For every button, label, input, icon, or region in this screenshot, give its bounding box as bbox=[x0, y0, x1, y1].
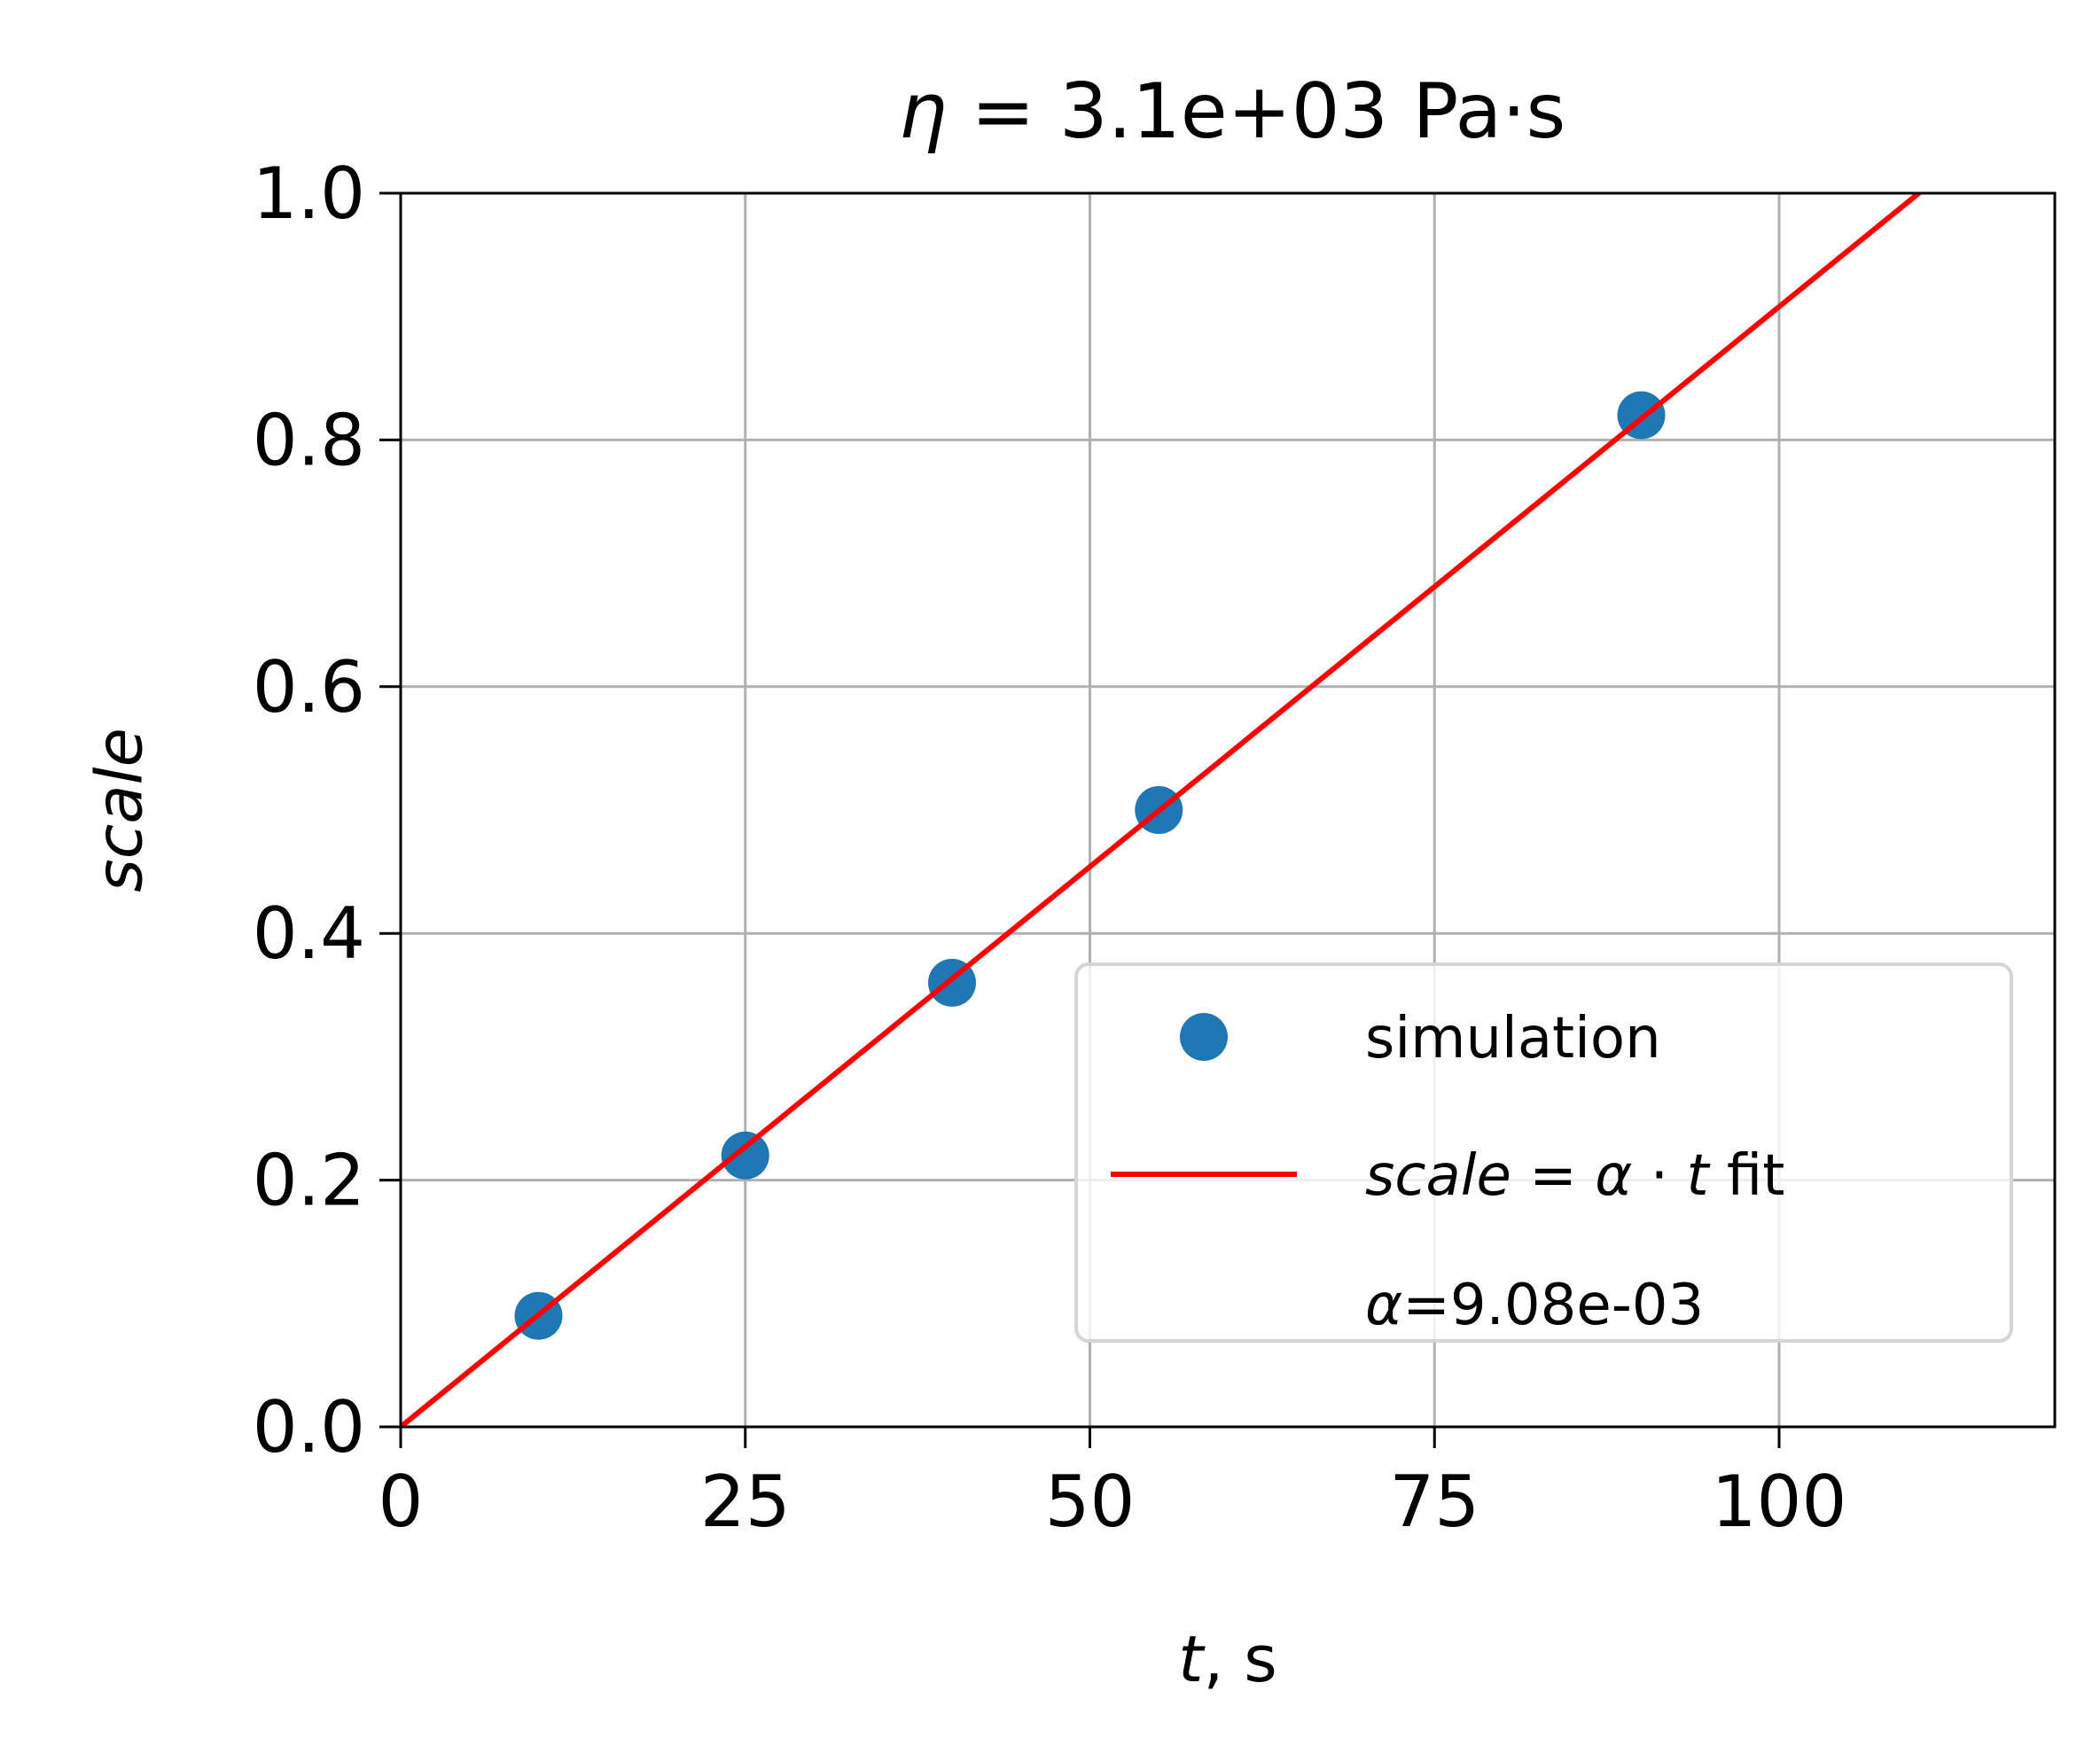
fit-line bbox=[401, 193, 1924, 1427]
plot-area bbox=[401, 193, 1924, 1427]
data-point bbox=[721, 1131, 769, 1180]
legend-fit-token: α bbox=[1577, 1143, 1633, 1209]
legend-fit-token: = bbox=[1511, 1143, 1577, 1209]
x-tick-label: 50 bbox=[1045, 1461, 1136, 1543]
legend-box bbox=[1074, 962, 2013, 1343]
x-axis-label: t, s bbox=[1178, 1622, 1277, 1696]
legend-marker-simulation bbox=[1180, 1013, 1228, 1061]
legend-fit-token: scale bbox=[1365, 1143, 1511, 1209]
y-tick-label: 0.6 bbox=[253, 646, 365, 728]
y-tick-label: 0.2 bbox=[253, 1140, 365, 1222]
legend-label-alpha: α=9.08e-03 bbox=[1365, 1273, 1704, 1338]
legend-fit-token: fit bbox=[1709, 1143, 1785, 1209]
x-axis-unit: , s bbox=[1203, 1622, 1276, 1696]
y-tick-label: 0.0 bbox=[253, 1386, 365, 1469]
title-rest: = 3.1e+03 Pa·s bbox=[947, 67, 1565, 156]
title-symbol: η bbox=[899, 67, 948, 156]
series-group bbox=[401, 193, 1924, 1427]
axis-ticks: 0 25 50 75 100 0.0 0.2 0.4 0.6 0.8 1.0 bbox=[253, 152, 1847, 1543]
y-tick-label: 0.8 bbox=[253, 399, 365, 481]
y-tick-label: 0.4 bbox=[253, 892, 365, 975]
x-tick-label: 100 bbox=[1712, 1461, 1847, 1543]
legend-label-simulation: simulation bbox=[1365, 1006, 1661, 1071]
alpha-value: =9.08e-03 bbox=[1402, 1273, 1704, 1338]
x-axis-variable: t bbox=[1178, 1622, 1206, 1696]
legend-label-fit: scale = α · t fit bbox=[1365, 1143, 1784, 1209]
legend-fit-token: t bbox=[1668, 1143, 1711, 1209]
alpha-symbol: α bbox=[1365, 1273, 1402, 1338]
x-tick-label: 0 bbox=[379, 1461, 424, 1543]
legend-fit-token: · bbox=[1632, 1143, 1668, 1209]
axes-frame bbox=[399, 191, 2057, 1429]
chart-title: η = 3.1e+03 Pa·s bbox=[899, 67, 1566, 156]
y-tick-label: 1.0 bbox=[253, 152, 365, 235]
y-axis-label: scale bbox=[82, 728, 157, 892]
x-tick-label: 75 bbox=[1389, 1461, 1479, 1543]
x-tick-label: 25 bbox=[700, 1461, 791, 1543]
